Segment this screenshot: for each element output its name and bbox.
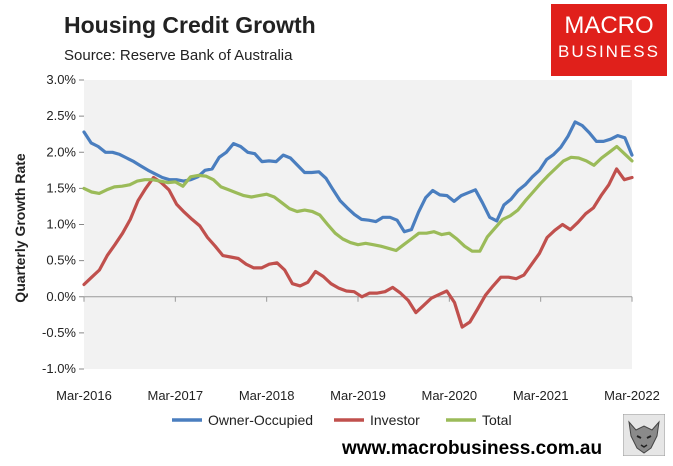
y-tick-label: 1.0%	[46, 217, 76, 232]
logo-line1: MACRO	[564, 12, 654, 39]
y-tick-label: -1.0%	[42, 361, 76, 376]
y-tick-label: 1.5%	[46, 180, 76, 195]
plot-background	[84, 80, 632, 369]
y-axis: 3.0% 2.5% 2.0% 1.5% 1.0% 0.5% 0.0% -0.5% -1.0%	[42, 72, 84, 376]
series-line-total	[82, 144, 634, 253]
y-tick-label: 3.0%	[46, 72, 76, 87]
x-tick-label: Mar-2018	[239, 388, 295, 403]
wolf-logo-icon	[623, 414, 665, 456]
logo-line2: BUSINESS	[558, 42, 660, 61]
footer-url: www.macrobusiness.com.au	[342, 438, 603, 459]
legend-label: Total	[482, 412, 512, 428]
y-tick-label: 0.5%	[46, 253, 76, 268]
plot-area	[84, 80, 632, 369]
x-tick-label: Mar-2020	[422, 388, 478, 403]
macrobusiness-logo: MACRO BUSINESS	[551, 4, 667, 76]
legend: Owner-Occupied Investor Total	[172, 412, 512, 428]
legend-label: Owner-Occupied	[208, 412, 313, 428]
chart-title: Housing Credit Growth	[64, 12, 316, 38]
series-layer	[82, 120, 634, 329]
x-tick-label: Mar-2021	[513, 388, 569, 403]
y-tick-label: -0.5%	[42, 325, 76, 340]
y-tick-label: 0.0%	[46, 289, 76, 304]
y-axis-label: Quarterly Growth Rate	[12, 153, 28, 303]
x-axis: Mar-2016 Mar-2017 Mar-2018 Mar-2019 Mar-2020…	[56, 296, 660, 403]
series-line-owner-occupied	[82, 120, 634, 234]
legend-label: Investor	[370, 412, 420, 428]
series-line-investor	[82, 167, 634, 329]
x-tick-label: Mar-2022	[604, 388, 660, 403]
x-tick-label: Mar-2017	[148, 388, 204, 403]
x-tick-label: Mar-2016	[56, 388, 112, 403]
x-tick-label: Mar-2019	[330, 388, 386, 403]
chart-subtitle: Source: Reserve Bank of Australia	[64, 47, 293, 64]
y-tick-label: 2.5%	[46, 108, 76, 123]
y-tick-label: 2.0%	[46, 144, 76, 159]
